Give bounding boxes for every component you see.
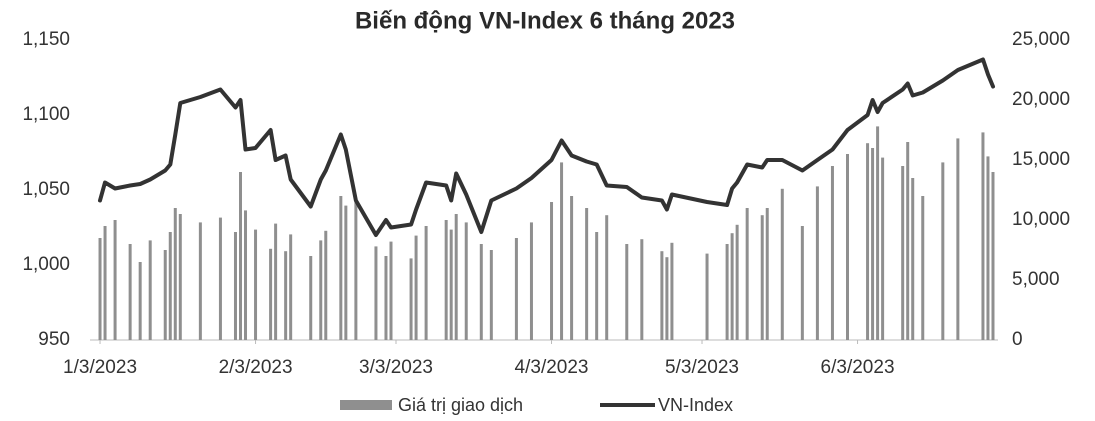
bar: [911, 178, 915, 340]
bar: [289, 234, 293, 340]
bar: [168, 232, 172, 340]
bar: [269, 248, 273, 340]
bar: [128, 244, 132, 340]
bar: [830, 166, 834, 340]
y-tick-label: 1,000: [22, 254, 70, 275]
legend-label: VN-Index: [658, 395, 733, 415]
bar: [595, 232, 599, 340]
bar: [274, 223, 278, 340]
bar: [901, 166, 905, 340]
y2-tick-label: 15,000: [1012, 149, 1070, 170]
bar: [800, 226, 804, 340]
x-tick-label: 2/3/2023: [219, 357, 293, 378]
bar: [866, 143, 870, 340]
legend-label: Giá trị giao dịch: [398, 395, 523, 415]
bar: [489, 250, 493, 340]
bar: [198, 222, 202, 340]
bar: [640, 239, 644, 340]
chart-title: Biến động VN-Index 6 tháng 2023: [355, 7, 735, 34]
bar: [986, 156, 990, 340]
bar: [846, 154, 850, 340]
bar: [514, 238, 518, 340]
bar: [339, 196, 343, 340]
bar: [941, 162, 945, 340]
bar: [178, 214, 182, 340]
bar: [705, 253, 709, 340]
bar: [560, 162, 564, 340]
bar: [670, 242, 674, 340]
bar: [871, 148, 875, 340]
bar: [138, 262, 142, 340]
bar: [815, 186, 819, 340]
line: [98, 57, 995, 237]
bar: [605, 215, 609, 340]
bar: [173, 208, 177, 340]
bar: [906, 142, 910, 340]
bar: [354, 202, 358, 340]
bar: [344, 205, 348, 340]
bar: [233, 232, 237, 340]
bar: [991, 172, 995, 340]
bar: [449, 229, 453, 340]
x-tick-label: 5/3/2023: [665, 357, 739, 378]
bar: [148, 240, 152, 340]
legend-swatch: [340, 400, 392, 410]
bar: [570, 196, 574, 340]
bar: [881, 157, 885, 340]
bar: [660, 251, 664, 340]
bar: [464, 222, 468, 340]
bar: [163, 250, 167, 340]
bar: [765, 208, 769, 340]
bar: [479, 244, 483, 340]
bar: [956, 138, 960, 340]
x-tick-label: 4/3/2023: [515, 357, 589, 378]
bar: [550, 202, 554, 340]
y2-tick-label: 10,000: [1012, 209, 1070, 230]
bar: [238, 172, 242, 340]
bar: [876, 126, 880, 341]
bar: [745, 208, 749, 340]
y-tick-label: 1,050: [22, 179, 70, 200]
y2-tick-label: 0: [1012, 329, 1023, 350]
bar: [921, 196, 925, 340]
bar: [254, 229, 258, 340]
bar: [244, 210, 248, 340]
bar: [218, 217, 222, 340]
bar: [735, 224, 739, 340]
x-tick-label: 6/3/2023: [821, 357, 895, 378]
bar: [309, 256, 313, 340]
bar: [665, 257, 669, 340]
bar: [389, 241, 393, 340]
bar: [409, 258, 413, 340]
x-tick-label: 3/3/2023: [359, 357, 433, 378]
bar: [374, 246, 378, 340]
y-tick-label: 1,150: [22, 29, 70, 50]
y2-tick-label: 20,000: [1012, 89, 1070, 110]
y-tick-label: 1,100: [22, 104, 70, 125]
y2-tick-label: 25,000: [1012, 29, 1070, 50]
bar: [529, 222, 533, 340]
bar: [384, 256, 388, 340]
y-tick-label: 950: [38, 329, 70, 350]
bar: [444, 220, 448, 340]
bar: [284, 251, 288, 340]
bar: [625, 244, 629, 340]
bar: [319, 240, 323, 340]
bar: [98, 238, 102, 340]
bar: [414, 235, 418, 340]
x-tick-label: 1/3/2023: [63, 357, 137, 378]
bar: [424, 226, 428, 340]
bar: [585, 208, 589, 340]
bar: [760, 215, 764, 340]
bar: [324, 230, 328, 340]
bar: [981, 132, 985, 340]
y2-tick-label: 5,000: [1012, 269, 1060, 290]
bar: [730, 233, 734, 340]
bar: [725, 244, 729, 340]
bar: [454, 214, 458, 340]
bar: [780, 188, 784, 340]
bar: [113, 220, 117, 340]
bar: [103, 226, 107, 340]
